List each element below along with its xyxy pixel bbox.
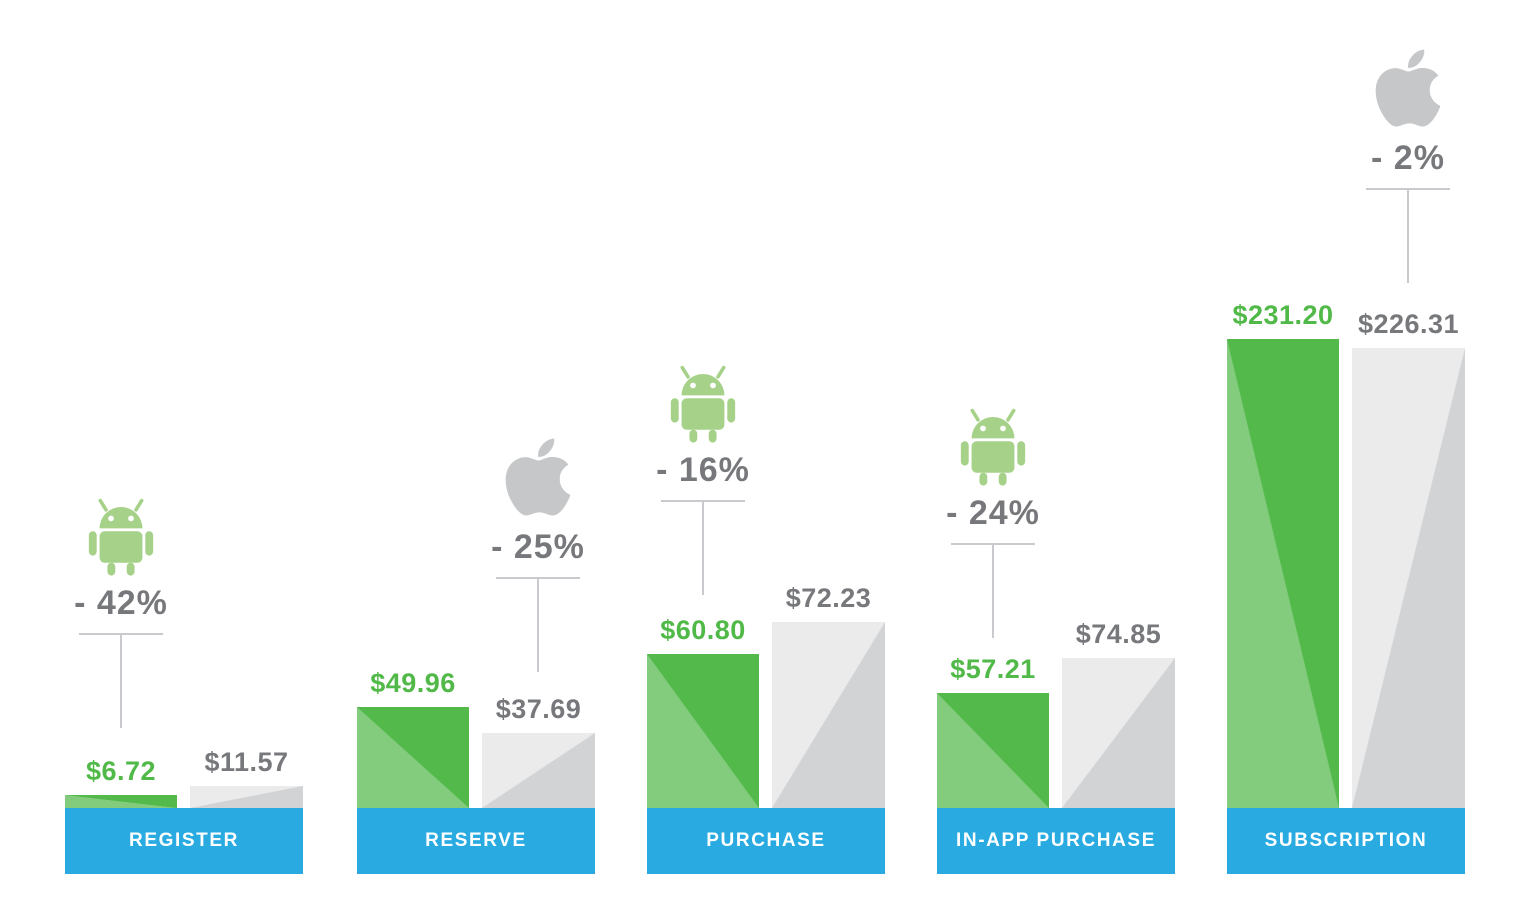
- delta-label: - 25%: [491, 528, 585, 566]
- pointer-line: [1407, 190, 1409, 283]
- apple-value-label: $74.85: [1075, 619, 1162, 649]
- pointer-cap-line: [79, 633, 163, 635]
- category-group: - 25% $49.96 $37.69 RESERVE: [357, 0, 595, 904]
- category-group: - 24% $57.21 $74.85 IN-APP PURCHASE: [937, 0, 1175, 904]
- apple-bar: [190, 786, 303, 808]
- category-group: - 2% $231.20 $226.31 SUBSCRIPTION: [1227, 0, 1465, 904]
- android-value-label: $231.20: [1232, 300, 1334, 330]
- android-icon: [957, 407, 1029, 487]
- category-group: - 42% $6.72 $11.57 REGISTER: [65, 0, 303, 904]
- apple-bar: [1062, 658, 1175, 808]
- android-value-label: $6.72: [85, 756, 157, 786]
- pointer-cap-line: [951, 543, 1035, 545]
- apple-icon: [1375, 44, 1441, 132]
- apple-icon: [505, 433, 571, 521]
- pointer-line: [992, 545, 994, 638]
- apple-bar: [1352, 348, 1465, 808]
- android-bar: [65, 795, 177, 808]
- pointer-cap-line: [1366, 188, 1450, 190]
- android-value-label: $57.21: [950, 654, 1036, 684]
- android-icon: [667, 364, 739, 444]
- annotation: - 16%: [643, 364, 763, 595]
- delta-label: - 42%: [74, 584, 168, 622]
- category-label: RESERVE: [425, 830, 527, 851]
- pointer-line: [120, 635, 122, 728]
- android-bar: [1227, 339, 1339, 808]
- pointer-cap-line: [496, 577, 580, 579]
- pointer-line: [537, 579, 539, 672]
- apple-bar: [772, 622, 885, 808]
- android-bar: [937, 693, 1049, 808]
- apple-value-label: $72.23: [785, 583, 872, 613]
- android-bar: [647, 654, 759, 808]
- category-band: REGISTER: [65, 808, 303, 874]
- category-band: RESERVE: [357, 808, 595, 874]
- annotation: - 24%: [933, 407, 1053, 638]
- annotation: - 2%: [1348, 44, 1468, 283]
- android-value-label: $49.96: [370, 668, 456, 698]
- pointer-cap-line: [661, 500, 745, 502]
- category-band: SUBSCRIPTION: [1227, 808, 1465, 874]
- category-label: REGISTER: [129, 830, 239, 851]
- annotation: - 25%: [478, 433, 598, 672]
- apple-bar: [482, 733, 595, 808]
- android-bar: [357, 707, 469, 808]
- category-band: PURCHASE: [647, 808, 885, 874]
- apple-value-label: $226.31: [1357, 309, 1460, 339]
- category-label: SUBSCRIPTION: [1264, 830, 1428, 851]
- pointer-line: [702, 502, 704, 595]
- apple-value-label: $37.69: [495, 694, 582, 724]
- category-group: - 16% $60.80 $72.23 PURCHASE: [647, 0, 885, 904]
- delta-label: - 2%: [1371, 139, 1445, 177]
- android-icon: [85, 497, 157, 577]
- delta-label: - 16%: [656, 451, 750, 489]
- delta-label: - 24%: [946, 494, 1040, 532]
- apple-value-label: $11.57: [204, 747, 289, 777]
- category-band: IN-APP PURCHASE: [937, 808, 1175, 874]
- category-label: PURCHASE: [706, 830, 826, 851]
- category-label: IN-APP PURCHASE: [956, 830, 1156, 851]
- android-value-label: $60.80: [660, 615, 746, 645]
- annotation: - 42%: [61, 497, 181, 728]
